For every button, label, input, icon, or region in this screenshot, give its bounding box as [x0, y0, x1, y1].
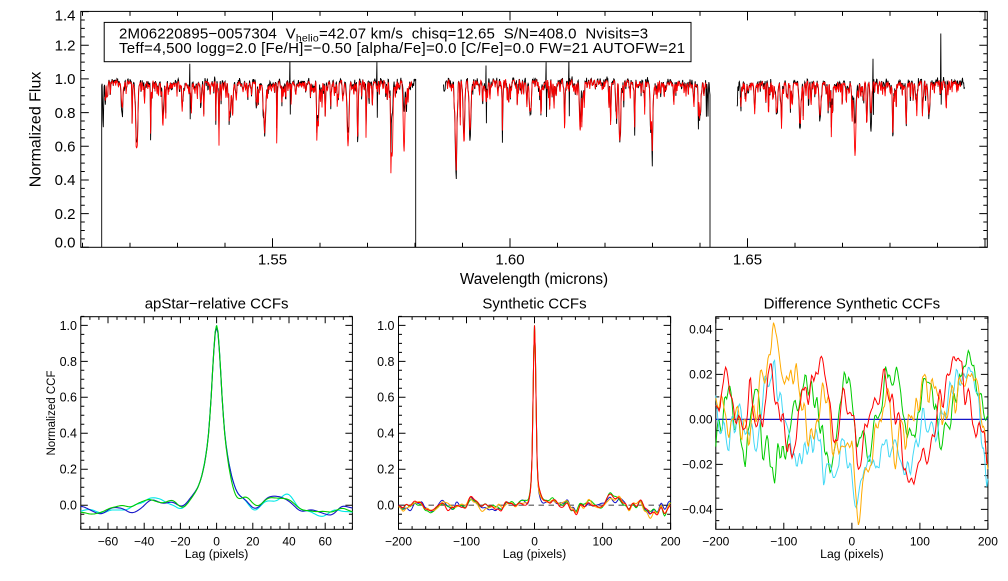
svg-text:Lag (pixels): Lag (pixels) — [503, 547, 567, 561]
svg-text:1.0: 1.0 — [60, 319, 77, 333]
svg-text:0.2: 0.2 — [55, 206, 76, 223]
svg-text:0.4: 0.4 — [55, 172, 76, 189]
svg-text:0: 0 — [849, 534, 856, 548]
svg-text:0.2: 0.2 — [60, 463, 77, 477]
svg-text:−40: −40 — [134, 534, 155, 548]
svg-text:200: 200 — [978, 534, 998, 548]
svg-text:0.6: 0.6 — [377, 391, 394, 405]
svg-text:0.4: 0.4 — [60, 427, 77, 441]
svg-text:2M06220895−0057304 Vhelio=42.: 2M06220895−0057304 Vhelio=42.07 km/s chi… — [119, 26, 648, 45]
svg-text:Synthetic CCFs: Synthetic CCFs — [482, 296, 586, 313]
svg-text:0.8: 0.8 — [55, 105, 76, 122]
svg-text:0.6: 0.6 — [55, 138, 76, 155]
svg-text:0.02: 0.02 — [689, 368, 713, 382]
svg-text:0.04: 0.04 — [689, 323, 713, 337]
svg-text:Wavelength (microns): Wavelength (microns) — [460, 271, 608, 288]
svg-text:−200: −200 — [385, 534, 412, 548]
svg-text:0.6: 0.6 — [60, 391, 77, 405]
svg-text:0: 0 — [213, 534, 220, 548]
svg-text:0.4: 0.4 — [377, 427, 394, 441]
svg-text:Normalized Flux: Normalized Flux — [28, 72, 45, 188]
svg-text:0.8: 0.8 — [60, 355, 77, 369]
svg-text:0.8: 0.8 — [377, 355, 394, 369]
svg-text:apStar−relative CCFs: apStar−relative CCFs — [145, 296, 289, 313]
svg-text:Lag (pixels): Lag (pixels) — [185, 547, 249, 561]
svg-text:60: 60 — [319, 534, 333, 548]
svg-text:−0.02: −0.02 — [682, 458, 713, 472]
svg-text:−0.04: −0.04 — [682, 503, 713, 517]
svg-text:1.0: 1.0 — [55, 71, 76, 88]
svg-text:0.0: 0.0 — [377, 499, 394, 513]
svg-text:Teff=4,500 logg=2.0 [Fe/H]=−0.: Teff=4,500 logg=2.0 [Fe/H]=−0.50 [alpha/… — [119, 40, 685, 57]
svg-text:−60: −60 — [98, 534, 119, 548]
svg-text:0.0: 0.0 — [55, 235, 76, 252]
svg-text:200: 200 — [661, 534, 681, 548]
svg-text:−100: −100 — [770, 534, 797, 548]
svg-text:1.4: 1.4 — [55, 8, 76, 25]
svg-text:40: 40 — [282, 534, 296, 548]
svg-text:1.60: 1.60 — [495, 252, 524, 269]
svg-text:−20: −20 — [170, 534, 191, 548]
svg-text:100: 100 — [910, 534, 930, 548]
svg-text:0.0: 0.0 — [60, 499, 77, 513]
svg-text:0.2: 0.2 — [377, 463, 394, 477]
svg-text:1.55: 1.55 — [258, 252, 287, 269]
svg-text:1.2: 1.2 — [55, 37, 76, 54]
svg-text:Normalized CCF: Normalized CCF — [46, 371, 58, 456]
svg-text:20: 20 — [246, 534, 260, 548]
svg-text:−100: −100 — [453, 534, 480, 548]
svg-text:1.65: 1.65 — [733, 252, 762, 269]
svg-text:0: 0 — [531, 534, 538, 548]
svg-text:Difference Synthetic CCFs: Difference Synthetic CCFs — [764, 296, 940, 313]
svg-text:−200: −200 — [702, 534, 729, 548]
svg-text:1.0: 1.0 — [377, 319, 394, 333]
svg-text:0.00: 0.00 — [689, 413, 713, 427]
svg-text:100: 100 — [593, 534, 613, 548]
svg-text:Lag (pixels): Lag (pixels) — [820, 547, 884, 561]
